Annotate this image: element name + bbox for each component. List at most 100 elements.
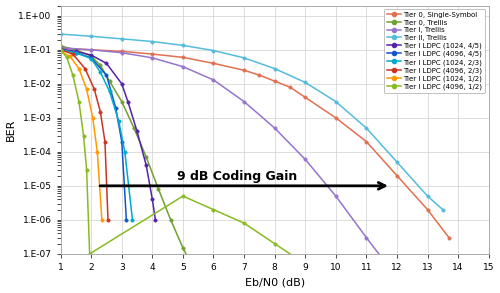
Tier II, Trellis: [272, 67, 278, 70]
Tier I, Trellis: [333, 194, 339, 198]
Tier I LDPC (4096, 1/2): [84, 168, 89, 171]
Tier II, Trellis: [241, 56, 247, 59]
Tier I LDPC (1024, 1/2): [90, 116, 96, 120]
Tier I, Trellis: [210, 78, 216, 82]
Line: Tier 0, Trellis: Tier 0, Trellis: [59, 44, 215, 293]
Tier 0, Single-Symbol: [88, 48, 94, 52]
Tier I LDPC (4096, 2/3): [70, 52, 76, 56]
Tier 0, Trellis: [156, 188, 162, 191]
Tier I LDPC (4096, 1/2): [80, 134, 86, 137]
Tier II, Trellis: [58, 32, 64, 36]
Tier I LDPC (1024, 1/2): [76, 67, 82, 70]
Line: Tier I LDPC (4096, 2/3): Tier I LDPC (4096, 2/3): [59, 48, 110, 222]
Tier I LDPC (1024, 2/3): [122, 150, 128, 154]
Tier I LDPC (1024, 1/2): [94, 150, 100, 154]
Tier I LDPC (1024, 2/3): [106, 90, 112, 93]
Tier I LDPC (4096, 4/5): [112, 106, 118, 109]
Tier I LDPC (1024, 2/3): [58, 48, 64, 52]
Tier II, Trellis: [210, 49, 216, 52]
Tier I, Trellis: [119, 51, 125, 54]
Tier I LDPC (4096, 4/5): [104, 73, 110, 77]
Tier I, Trellis: [88, 48, 94, 52]
Tier 0, Trellis: [98, 64, 103, 67]
Line: Tier I LDPC (4096, 1/2): Tier I LDPC (4096, 1/2): [59, 48, 338, 289]
Tier I LDPC (4096, 1/2): [241, 222, 247, 225]
Tier I, Trellis: [150, 56, 156, 59]
Tier 0, Trellis: [180, 246, 186, 250]
Tier 0, Trellis: [195, 276, 201, 280]
Tier I LDPC (1024, 1/2): [84, 87, 89, 91]
Tier 0, Single-Symbol: [58, 47, 64, 50]
Tier 0, Single-Symbol: [424, 208, 430, 211]
Tier I LDPC (4096, 2/3): [105, 218, 111, 222]
Line: Tier I LDPC (1024, 1/2): Tier I LDPC (1024, 1/2): [59, 50, 104, 222]
Text: 9 dB Coding Gain: 9 dB Coding Gain: [177, 170, 297, 183]
Tier I LDPC (1024, 1/2): [99, 218, 105, 222]
Tier I LDPC (1024, 4/5): [125, 100, 131, 103]
Tier I LDPC (1024, 4/5): [150, 197, 156, 201]
Tier I LDPC (1024, 4/5): [152, 218, 158, 222]
Line: Tier II, Trellis: Tier II, Trellis: [59, 32, 444, 211]
Tier 0, Trellis: [58, 44, 64, 48]
Tier 0, Single-Symbol: [180, 56, 186, 59]
Line: Tier I LDPC (4096, 4/5): Tier I LDPC (4096, 4/5): [59, 48, 128, 222]
Tier II, Trellis: [88, 35, 94, 38]
Tier 0, Single-Symbol: [256, 73, 262, 77]
Tier I LDPC (4096, 4/5): [58, 48, 64, 52]
Tier I LDPC (4096, 1/2): [302, 262, 308, 266]
Tier I LDPC (4096, 2/3): [82, 67, 88, 70]
Tier I LDPC (1024, 4/5): [134, 130, 140, 133]
Tier I LDPC (4096, 1/2): [76, 100, 82, 103]
Tier 0, Trellis: [106, 79, 112, 83]
Tier I LDPC (1024, 2/3): [88, 57, 94, 60]
Tier II, Trellis: [119, 37, 125, 41]
Line: Tier I LDPC (1024, 4/5): Tier I LDPC (1024, 4/5): [59, 47, 157, 222]
Tier II, Trellis: [180, 44, 186, 47]
Tier 0, Single-Symbol: [364, 140, 370, 143]
Tier I LDPC (1024, 4/5): [104, 62, 110, 65]
Tier 0, Trellis: [131, 126, 137, 130]
Tier II, Trellis: [333, 100, 339, 103]
Tier I LDPC (4096, 4/5): [119, 140, 125, 143]
Tier I LDPC (4096, 4/5): [124, 218, 130, 222]
Tier II, Trellis: [394, 160, 400, 164]
Tier 0, Trellis: [119, 100, 125, 103]
Tier I, Trellis: [272, 126, 278, 130]
Tier II, Trellis: [302, 81, 308, 84]
Tier 0, Single-Symbol: [241, 69, 247, 72]
Tier I, Trellis: [364, 236, 370, 239]
Tier 0, Single-Symbol: [394, 174, 400, 177]
Tier 0, Trellis: [143, 155, 149, 159]
Tier I LDPC (4096, 4/5): [88, 56, 94, 59]
Tier I LDPC (1024, 4/5): [73, 50, 79, 53]
Tier 0, Single-Symbol: [272, 79, 278, 83]
Tier I LDPC (4096, 1/2): [180, 194, 186, 198]
Tier I LDPC (1024, 4/5): [143, 163, 149, 167]
Tier I LDPC (4096, 1/2): [58, 48, 64, 52]
Tier II, Trellis: [364, 126, 370, 130]
Tier 0, Trellis: [168, 218, 173, 222]
Tier I LDPC (1024, 2/3): [98, 70, 103, 74]
Tier 0, Single-Symbol: [333, 116, 339, 120]
Tier I LDPC (4096, 1/2): [333, 286, 339, 289]
Tier I LDPC (4096, 2/3): [98, 110, 103, 114]
Tier II, Trellis: [150, 40, 156, 43]
Tier I LDPC (4096, 1/2): [64, 56, 70, 59]
Tier I LDPC (4096, 4/5): [73, 51, 79, 54]
Tier 0, Single-Symbol: [446, 236, 452, 239]
Tier I LDPC (1024, 1/2): [67, 54, 73, 58]
Line: Tier I LDPC (1024, 2/3): Tier I LDPC (1024, 2/3): [59, 48, 134, 222]
Line: Tier I, Trellis: Tier I, Trellis: [59, 46, 430, 293]
Tier I LDPC (1024, 4/5): [88, 53, 94, 57]
Tier I LDPC (4096, 2/3): [58, 48, 64, 52]
Tier I LDPC (1024, 2/3): [130, 218, 136, 222]
Tier I LDPC (4096, 1/2): [210, 208, 216, 211]
Tier 0, Single-Symbol: [287, 85, 293, 89]
Tier I, Trellis: [180, 65, 186, 68]
Tier I LDPC (1024, 4/5): [58, 47, 64, 51]
Tier I, Trellis: [241, 100, 247, 103]
Tier 0, Single-Symbol: [119, 50, 125, 53]
Tier II, Trellis: [424, 194, 430, 198]
Y-axis label: BER: BER: [6, 119, 16, 141]
Tier I LDPC (1024, 2/3): [73, 51, 79, 54]
